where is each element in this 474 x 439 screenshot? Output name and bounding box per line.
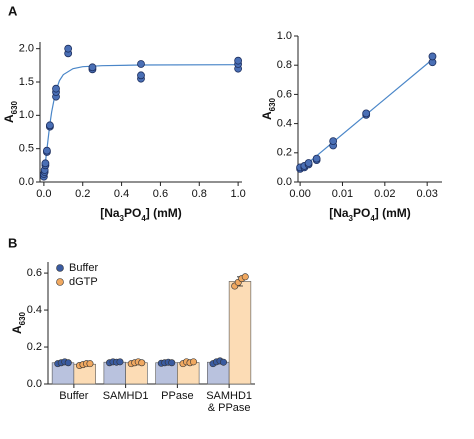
x-tick-label: 0.02 xyxy=(374,188,395,200)
label-part: [Na xyxy=(100,206,120,220)
label-part: A xyxy=(2,114,16,123)
data-point xyxy=(241,273,249,281)
data-point xyxy=(46,121,54,130)
y-tick-label: 2.0 xyxy=(19,43,34,55)
data-point xyxy=(329,137,338,146)
data-point xyxy=(304,159,313,167)
bar xyxy=(228,281,252,385)
x-tick-label: 0.0 xyxy=(36,188,51,200)
y-tick-label: 0.4 xyxy=(27,304,42,316)
data-point xyxy=(168,359,176,367)
label-part: ] (mM) xyxy=(375,206,411,220)
label-part: 4 xyxy=(141,214,146,223)
x-tick-label: 0.8 xyxy=(192,188,207,200)
y-axis-label: A630 xyxy=(260,97,276,120)
data-point xyxy=(362,109,371,118)
label-part: 3 xyxy=(120,214,125,223)
label-part: 4 xyxy=(370,214,375,223)
label-part: 630 xyxy=(10,100,19,114)
data-point xyxy=(88,63,97,72)
x-axis-label: [Na3PO4] (mM) xyxy=(329,206,411,222)
panel-label: B xyxy=(8,235,17,250)
y-tick-label: 0.6 xyxy=(277,88,292,100)
y-tick-label: 0.2 xyxy=(277,147,292,159)
x-tick-label: SAMHD1 xyxy=(206,390,252,402)
y-tick-label: 0.6 xyxy=(27,267,42,279)
bar xyxy=(103,361,126,385)
label-part: A xyxy=(10,325,24,334)
x-tick-label: 0.00 xyxy=(289,188,310,200)
y-tick-label: 0.2 xyxy=(27,341,42,353)
y-axis-label: A630 xyxy=(2,100,18,123)
y-tick-label: 1.0 xyxy=(277,30,292,42)
x-tick-label: Buffer xyxy=(59,390,88,402)
y-tick-label: 0.5 xyxy=(19,143,34,155)
data-point xyxy=(189,358,197,366)
label-part: PO xyxy=(124,206,141,220)
y-tick-label: 1.0 xyxy=(19,109,34,121)
label-part: [Na xyxy=(329,206,349,220)
x-tick-label: & PPase xyxy=(208,402,251,414)
x-tick-label: 1.0 xyxy=(230,188,245,200)
data-point xyxy=(86,360,94,368)
y-tick-label: 0.8 xyxy=(277,59,292,71)
panel-label: A xyxy=(8,3,18,18)
y-tick-label: 0.4 xyxy=(277,118,292,130)
label-part: A xyxy=(260,111,274,120)
data-point xyxy=(64,359,72,367)
data-point xyxy=(64,44,73,53)
label-part: 630 xyxy=(18,311,27,325)
legend-marker xyxy=(56,278,64,286)
y-axis-label: A630 xyxy=(10,311,26,334)
x-tick-label: 0.01 xyxy=(332,188,353,200)
legend-marker xyxy=(56,264,64,272)
y-tick-label: 0.0 xyxy=(277,176,292,188)
legend-label: dGTP xyxy=(69,276,98,288)
x-tick-label: 0.6 xyxy=(153,188,168,200)
data-point xyxy=(220,358,228,366)
data-point xyxy=(137,71,145,80)
data-point xyxy=(52,84,60,93)
fit-line xyxy=(43,64,239,177)
x-tick-label: PPase xyxy=(161,390,193,402)
data-point xyxy=(137,60,145,68)
data-point xyxy=(234,56,243,65)
y-tick-label: 1.5 xyxy=(19,76,34,88)
x-tick-label: 0.03 xyxy=(416,188,437,200)
data-point xyxy=(43,146,51,155)
label-part: 630 xyxy=(268,97,277,111)
label-part: PO xyxy=(353,206,370,220)
label-part: 3 xyxy=(349,214,354,223)
x-tick-label: 0.4 xyxy=(114,188,129,200)
x-tick-label: SAMHD1 xyxy=(103,390,149,402)
label-part: ] (mM) xyxy=(146,206,182,220)
x-axis-label: [Na3PO4] (mM) xyxy=(100,206,182,222)
data-point xyxy=(116,358,124,366)
data-point xyxy=(428,52,437,61)
data-point xyxy=(138,359,146,367)
legend-label: Buffer xyxy=(69,262,98,274)
data-point xyxy=(41,159,50,168)
x-tick-label: 0.2 xyxy=(75,188,90,200)
y-tick-label: 0.0 xyxy=(27,378,42,390)
bar xyxy=(155,362,178,385)
data-point xyxy=(312,154,321,163)
y-tick-label: 0.0 xyxy=(19,176,34,188)
